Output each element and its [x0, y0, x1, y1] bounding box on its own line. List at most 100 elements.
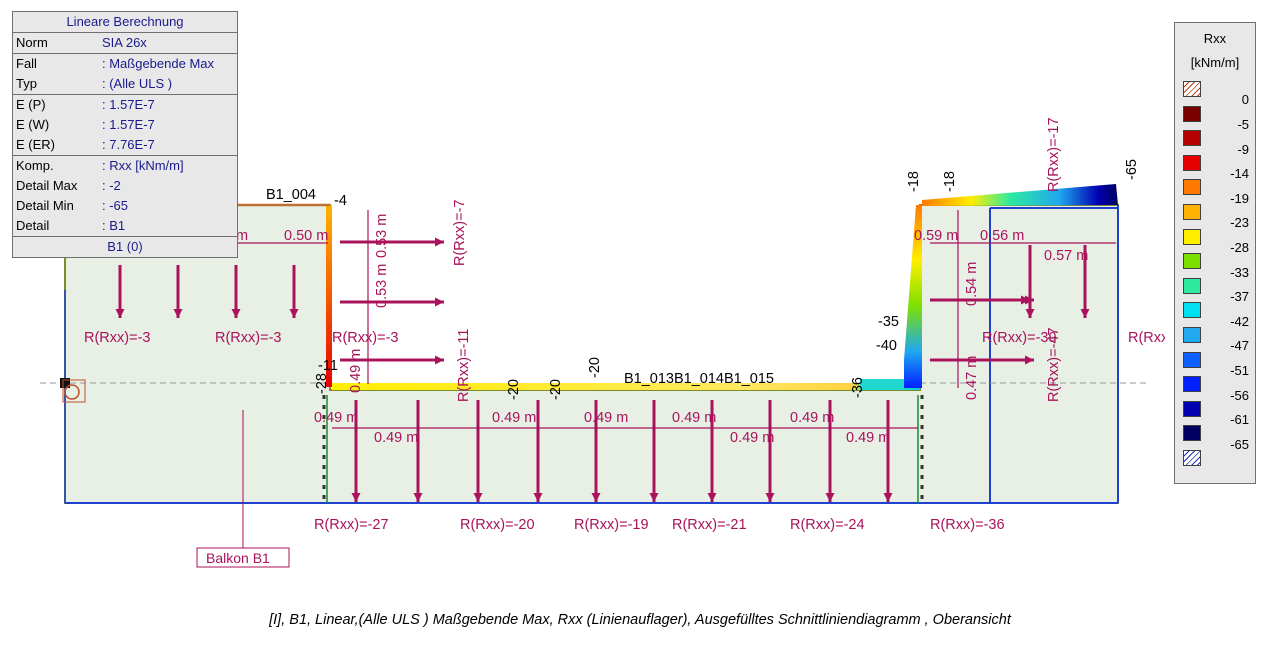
info-row-value: : -2	[102, 178, 121, 193]
legend-swatch	[1183, 450, 1201, 466]
info-row-value: : Maßgebende Max	[102, 56, 215, 71]
dimension-label: 0.59 m	[914, 228, 958, 244]
region-label	[196, 410, 290, 568]
legend-hatch-top	[1183, 81, 1201, 97]
result-value: -20	[587, 357, 603, 378]
info-row-label: E (ER)	[16, 137, 55, 152]
dimension-label: 0.49 m	[348, 349, 364, 393]
legend-swatch	[1183, 302, 1201, 319]
structure-drawing: R(Rxx)=-3 R(Rxx)=-3 R(Rxx)=-3 R(Rxx)=-7 R(Rx…	[40, 117, 1165, 568]
legend-value: -28	[1230, 239, 1249, 255]
info-row-label: Norm	[16, 35, 48, 50]
legend-value: 0	[1241, 92, 1249, 108]
dimension-label: 0.54 m	[964, 262, 980, 306]
color-legend: Rxx [kNm/m] 0 -5 -9 -14 -19 -23 -28 -33 -37 -42 -4…	[1174, 22, 1256, 484]
dimension-label: 0.49 m	[492, 410, 536, 426]
dimension-label: 0.50 m	[284, 228, 328, 244]
reaction-label: R(Rxx)=-24	[790, 517, 865, 533]
result-value: -4	[334, 193, 347, 209]
info-row-label: Typ	[16, 76, 37, 91]
info-row-value: SIA 26x	[102, 35, 147, 50]
info-row: E (P): 1.57E-7	[13, 94, 237, 115]
result-value: -28	[314, 373, 330, 394]
dimension-label: 0.53 m	[374, 264, 390, 308]
reaction-label: R(Rxx	[1128, 330, 1165, 346]
dimension-label: 0.49 m	[730, 430, 774, 446]
reaction-label: R(Rxx)=-19	[574, 517, 649, 533]
reaction-label: R(Rxx)=-47	[1046, 327, 1062, 402]
info-row-label: E (W)	[16, 117, 50, 132]
dimension-label: m	[236, 228, 248, 244]
legend-swatch	[1183, 154, 1201, 171]
reaction-label: R(Rxx)=-3	[84, 330, 150, 346]
info-panel-footer: B1 (0)	[13, 236, 237, 257]
legend-value: -9	[1237, 141, 1249, 157]
legend-swatch	[1183, 400, 1201, 417]
legend-value: -65	[1230, 436, 1249, 452]
legend-value: -47	[1230, 338, 1249, 354]
result-value: -18	[906, 171, 922, 192]
info-row: Detail: B1	[13, 216, 237, 236]
result-value: -18	[942, 171, 958, 192]
dimension-label: 0.47 m	[964, 356, 980, 400]
legend-swatch	[1183, 351, 1201, 368]
info-row-label: Fall	[16, 56, 37, 71]
result-value: -11	[318, 358, 338, 374]
dimension-label: 0.49 m	[584, 410, 628, 426]
info-row: Typ : (Alle ULS )	[13, 74, 237, 94]
reaction-label: R(Rxx)=-27	[314, 517, 389, 533]
info-row: Fall : Maßgebende Max	[13, 53, 237, 74]
result-value: -36	[850, 377, 866, 398]
legend-value: -61	[1230, 412, 1249, 428]
info-panel: Lineare Berechnung Norm SIA 26x Fall : Maßg…	[12, 11, 238, 258]
legend-title: Rxx	[1203, 31, 1227, 46]
legend-value: -14	[1230, 166, 1249, 182]
legend-value: -5	[1237, 116, 1249, 132]
legend-unit: [kNm/m]	[1190, 55, 1240, 70]
legend-swatch	[1183, 204, 1201, 220]
info-row-value: : 7.76E-7	[102, 137, 155, 152]
dimension-label: 0.49 m	[314, 410, 358, 426]
info-row-value: : 1.57E-7	[102, 117, 155, 132]
info-row: Detail Min : -65	[13, 196, 237, 216]
dimension-label: 0.49 m	[846, 430, 890, 446]
info-row-value: : -65	[102, 198, 129, 213]
info-row-value: : 1.57E-7	[102, 97, 155, 112]
legend-value: -19	[1230, 190, 1249, 206]
reaction-label: R(Rxx)=-3	[332, 330, 398, 346]
reaction-label: R(Rxx)=-36	[930, 517, 1005, 533]
legend-value: -42	[1230, 313, 1249, 329]
dimension-label: 0.49 m	[790, 410, 834, 426]
legend-value: -37	[1230, 289, 1249, 305]
info-row: Detail Max: -2	[13, 176, 237, 196]
result-value: -40	[876, 338, 897, 354]
reaction-label: R(Rxx)=-20	[460, 517, 535, 533]
legend-value: -56	[1230, 387, 1249, 403]
element-label: B1_004	[266, 187, 316, 203]
legend-value: -23	[1230, 215, 1249, 231]
element-label: B1_013B1_014B1_015	[624, 371, 774, 387]
reaction-label: R(Rxx)=-21	[672, 517, 747, 533]
annotations: R(Rxx)=-3 R(Rxx)=-3 R(Rxx)=-3 R(Rxx)=-7 R(Rx…	[84, 117, 1165, 566]
reaction-label: R(Rxx)=-11	[456, 329, 472, 402]
legend-swatch	[1183, 277, 1201, 294]
dimension-label: 0.53 m	[374, 214, 390, 258]
legend-swatch	[1183, 425, 1201, 442]
legend-swatch	[1183, 130, 1201, 147]
legend-value: -51	[1230, 362, 1249, 378]
info-row-label: Detail Min	[16, 198, 74, 213]
info-row-label: Komp.	[16, 158, 54, 173]
legend-swatch	[1183, 179, 1201, 196]
reaction-label: R(Rxx)=-7	[452, 200, 468, 266]
info-panel-title: Lineare Berechnung	[13, 12, 237, 33]
dimension-label: 0.49 m	[374, 430, 418, 446]
view-caption: [I], B1, Linear,(Alle ULS ) Maßgebende M…	[269, 612, 1011, 628]
info-row-value: : (Alle ULS )	[102, 76, 173, 91]
result-value: -65	[1124, 159, 1140, 180]
legend-swatch	[1183, 105, 1201, 122]
dimension-label: 0.56 m	[980, 228, 1024, 244]
result-value: -20	[548, 379, 564, 400]
legend-swatch	[1183, 253, 1201, 270]
dimension-label: 0.57 m	[1044, 248, 1088, 264]
info-row: Norm SIA 26x	[13, 33, 237, 53]
